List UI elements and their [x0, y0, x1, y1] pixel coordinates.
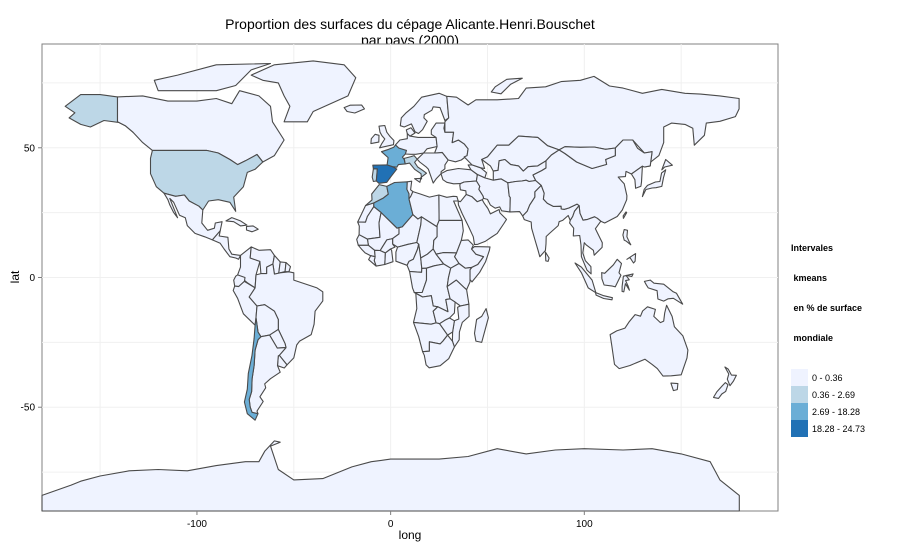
legend-label: 2.69 - 18.28 — [812, 406, 861, 417]
legend-label: 0.36 - 2.69 — [812, 389, 856, 400]
legend-label: 0 - 0.36 — [812, 372, 843, 383]
legend-item: 18.28 - 24.73 — [791, 420, 896, 437]
legend-title: Intervales kmeans en % de surface mondia… — [791, 223, 896, 363]
country-liberia — [368, 255, 377, 267]
country-canada-islands — [153, 62, 272, 92]
country-iceland — [343, 104, 366, 114]
legend-swatch — [791, 386, 808, 403]
y-tick-label: 50 — [24, 143, 36, 154]
legend-items: 0 - 0.36 0.36 - 2.69 2.69 - 18.28 18.28 … — [791, 369, 896, 437]
legend-label: 18.28 - 24.73 — [812, 423, 866, 434]
country-cuba — [225, 217, 248, 227]
country-borneo — [601, 258, 623, 288]
country-japan — [641, 169, 667, 198]
axis-ticks: -100 0 100 50 0 -50 — [21, 143, 594, 530]
country-arabian-peninsula — [457, 193, 508, 246]
x-tick-label: 100 — [576, 519, 593, 530]
chart-title-line-1: Proportion des surfaces du cépage Alican… — [225, 16, 595, 32]
country-brazil — [248, 263, 324, 366]
legend-title-line-4: mondiale — [791, 333, 834, 343]
country-new-guinea — [643, 279, 684, 305]
country-australia — [609, 304, 689, 377]
x-tick-label: 0 — [388, 519, 394, 530]
country-new-zealand-south — [712, 382, 729, 399]
country-somalia — [469, 246, 491, 283]
country-sulawesi — [621, 273, 634, 293]
country-scandinavia — [399, 92, 450, 135]
country-philippines — [622, 228, 632, 246]
legend-item: 0.36 - 2.69 — [791, 386, 896, 403]
legend-title-line-1: Intervales — [791, 243, 834, 253]
country-sumatra — [574, 262, 597, 294]
country-novaya-zemlya — [490, 77, 523, 95]
x-tick-label: -100 — [187, 519, 207, 530]
y-axis-title: lat — [8, 270, 22, 283]
country-mongolia — [558, 146, 616, 170]
country-korea — [630, 165, 643, 189]
country-south-africa — [422, 334, 455, 369]
legend-title-line-2: kmeans — [791, 273, 828, 283]
country-sicily — [414, 177, 422, 183]
country-southeast-asia — [569, 205, 603, 275]
legend: Intervales kmeans en % de surface mondia… — [791, 223, 896, 437]
country-ghana — [384, 248, 394, 266]
country-hokkaido — [661, 158, 673, 171]
legend-swatch — [791, 369, 808, 386]
country-taiwan — [622, 211, 628, 219]
legend-swatch — [791, 420, 808, 437]
country-hispaniola — [245, 225, 259, 233]
country-ireland — [370, 133, 380, 145]
country-mindanao — [626, 253, 637, 264]
countries-layer — [41, 60, 740, 512]
country-great-britain — [378, 124, 395, 149]
legend-item: 2.69 - 18.28 — [791, 403, 896, 420]
country-madagascar — [473, 308, 489, 343]
country-greenland — [250, 60, 357, 123]
country-tasmania — [670, 382, 679, 392]
legend-swatch — [791, 403, 808, 420]
y-tick-label: 0 — [29, 273, 35, 284]
country-antarctica — [41, 440, 740, 512]
country-chile — [243, 317, 262, 421]
country-italy — [403, 155, 428, 180]
country-senegal — [356, 234, 369, 246]
country-sri-lanka — [544, 251, 550, 262]
country-russia — [444, 75, 740, 170]
y-tick-label: -50 — [21, 403, 36, 414]
country-new-zealand-north — [724, 366, 737, 387]
country-denmark — [405, 127, 416, 137]
country-java — [594, 291, 613, 301]
legend-title-line-3: en % de surface — [791, 303, 863, 313]
x-axis-title: long — [399, 528, 422, 542]
legend-item: 0 - 0.36 — [791, 369, 896, 386]
country-spain — [372, 164, 398, 184]
